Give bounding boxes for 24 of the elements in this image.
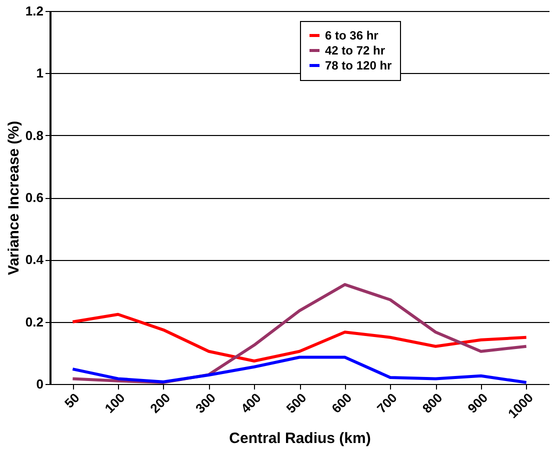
y-tick-label: 0 — [36, 376, 44, 392]
x-tick-label: 700 — [374, 390, 400, 416]
x-tick-label: 800 — [419, 390, 446, 416]
y-tick-label: 0.2 — [25, 314, 44, 330]
x-tick-label: 600 — [328, 390, 355, 416]
y-tick-label: 1.2 — [25, 4, 44, 18]
x-tick-label: 100 — [102, 390, 128, 416]
legend-label: 78 to 120 hr — [325, 58, 392, 72]
y-axis-title: Variance Increase (%) — [5, 120, 22, 276]
x-axis-title: Central Radius (km) — [229, 430, 371, 448]
line-series — [71, 312, 528, 362]
legend-label: 42 to 72 hr — [325, 44, 386, 58]
line-series — [71, 356, 528, 384]
x-tick-label: 200 — [147, 390, 174, 416]
x-tick-label: 500 — [283, 390, 310, 416]
y-tick-label: 0.4 — [25, 252, 44, 268]
legend-label: 6 to 36 hr — [325, 28, 379, 42]
x-tick-label: 900 — [464, 390, 491, 416]
x-tick-label: 50 — [62, 390, 82, 411]
y-tick-label: 1 — [36, 66, 44, 81]
x-tick-label: 400 — [238, 390, 264, 416]
y-tick-label: 0.6 — [25, 190, 44, 205]
x-tick-label: 300 — [192, 390, 218, 416]
y-tick-label: 0.8 — [25, 128, 44, 143]
